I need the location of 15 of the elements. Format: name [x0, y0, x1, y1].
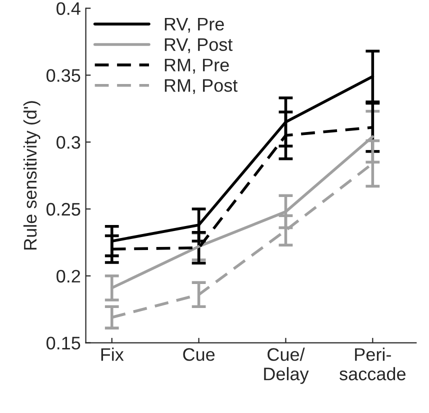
x-tick-label: Peri- saccade: [340, 348, 406, 380]
y-axis-title: Rule sensitivity (d'): [23, 101, 40, 250]
legend-label: RM, Post: [164, 79, 238, 94]
y-tick-label: 0.25: [46, 202, 80, 216]
y-tick-label: 0.15: [46, 336, 80, 350]
y-tick-label: 0.3: [56, 136, 80, 149]
y-tick-label: 0.4: [56, 2, 80, 15]
legend-label: RV, Pre: [164, 18, 224, 33]
x-tick-label: Cue: [183, 348, 215, 361]
legend-label: RV, Post: [164, 38, 233, 54]
x-tick-label: Cue/ Delay: [264, 348, 309, 384]
legend-label: RM, Pre: [164, 58, 229, 74]
x-tick-label: Fix: [101, 348, 124, 361]
y-tick-label: 0.2: [56, 270, 80, 283]
y-tick-label: 0.35: [46, 69, 80, 82]
